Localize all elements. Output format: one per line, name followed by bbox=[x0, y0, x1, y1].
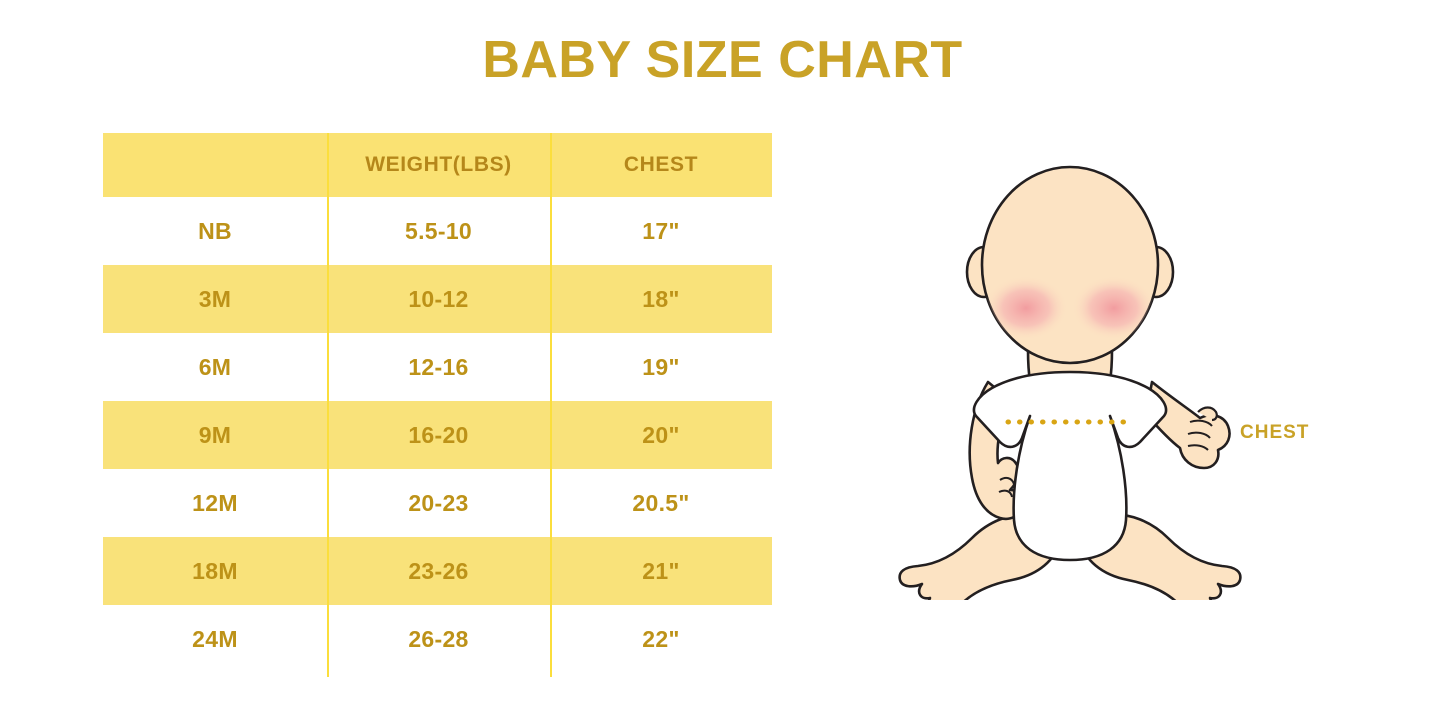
cell-weight: 26-28 bbox=[408, 625, 469, 652]
cell-size: NB bbox=[198, 217, 232, 244]
column-header-size bbox=[103, 133, 327, 197]
cell-weight: 5.5-10 bbox=[404, 217, 472, 244]
table-row: 18M 23-26 21" bbox=[103, 537, 772, 605]
baby-cheeks bbox=[984, 276, 1156, 340]
baby-onesie bbox=[972, 370, 1168, 562]
table-body: NB 5.5-10 17" 3M 10-12 18" 6M 12-16 19" … bbox=[103, 197, 772, 673]
column-divider-line bbox=[550, 133, 552, 677]
cell-chest: 18" bbox=[642, 285, 680, 312]
cell-chest: 22" bbox=[642, 625, 680, 652]
cell-weight: 10-12 bbox=[408, 285, 469, 312]
cell-size: 24M bbox=[192, 625, 238, 652]
cell-weight: 12-16 bbox=[408, 353, 469, 380]
cell-size: 9M bbox=[198, 421, 232, 448]
column-header-chest: CHEST bbox=[623, 153, 699, 176]
blush-left bbox=[984, 276, 1068, 340]
cell-chest: 20.5" bbox=[632, 489, 690, 516]
table-row: 6M 12-16 19" bbox=[103, 333, 772, 401]
blush-right bbox=[1072, 276, 1156, 340]
cell-chest: 17" bbox=[642, 217, 680, 244]
table-row: 3M 10-12 18" bbox=[103, 265, 772, 333]
size-table: WEIGHT(LBS) CHEST NB 5.5-10 17" 3M 10-12… bbox=[103, 133, 772, 673]
cell-weight: 20-23 bbox=[408, 489, 469, 516]
column-divider-line bbox=[327, 133, 329, 677]
baby-illustration bbox=[898, 165, 1242, 600]
cell-size: 18M bbox=[192, 557, 238, 584]
cell-weight: 16-20 bbox=[408, 421, 469, 448]
page-title: BABY SIZE CHART bbox=[482, 31, 963, 89]
chest-label: CHEST bbox=[1240, 422, 1310, 443]
cell-chest: 19" bbox=[642, 353, 680, 380]
table-row: 12M 20-23 20.5" bbox=[103, 469, 772, 537]
table-header-row: WEIGHT(LBS) CHEST bbox=[103, 133, 772, 197]
table-row: NB 5.5-10 17" bbox=[103, 197, 772, 265]
column-header-weight: WEIGHT(LBS) bbox=[365, 153, 512, 176]
cell-chest: 20" bbox=[642, 421, 680, 448]
cell-size: 3M bbox=[198, 285, 232, 312]
cell-size: 12M bbox=[192, 489, 238, 516]
table-row: 9M 16-20 20" bbox=[103, 401, 772, 469]
cell-size: 6M bbox=[198, 353, 232, 380]
cell-weight: 23-26 bbox=[408, 557, 469, 584]
table-row: 24M 26-28 22" bbox=[103, 605, 772, 673]
table-header: WEIGHT(LBS) CHEST bbox=[103, 133, 772, 197]
cell-chest: 21" bbox=[642, 557, 680, 584]
